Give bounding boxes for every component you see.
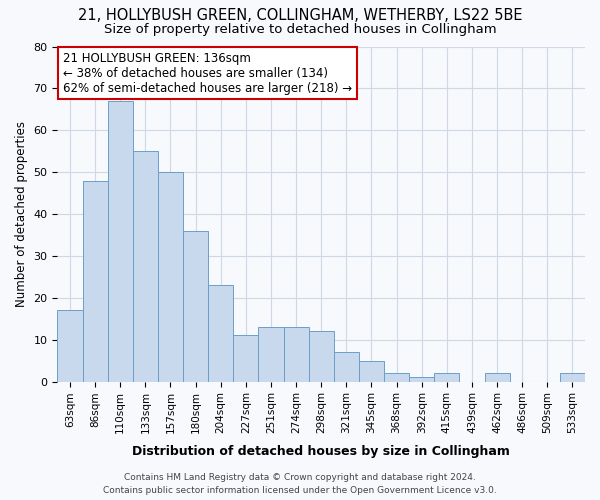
Bar <box>158 172 183 382</box>
Bar <box>58 310 83 382</box>
Bar <box>308 332 334 382</box>
Text: 21 HOLLYBUSH GREEN: 136sqm
← 38% of detached houses are smaller (134)
62% of sem: 21 HOLLYBUSH GREEN: 136sqm ← 38% of deta… <box>62 52 352 94</box>
Bar <box>485 373 509 382</box>
Bar <box>259 327 284 382</box>
Text: Size of property relative to detached houses in Collingham: Size of property relative to detached ho… <box>104 22 496 36</box>
X-axis label: Distribution of detached houses by size in Collingham: Distribution of detached houses by size … <box>132 444 510 458</box>
Bar <box>233 336 259 382</box>
Bar <box>83 180 107 382</box>
Bar <box>560 373 585 382</box>
Bar <box>334 352 359 382</box>
Bar <box>133 151 158 382</box>
Bar <box>434 373 460 382</box>
Bar <box>208 285 233 382</box>
Bar <box>359 360 384 382</box>
Bar <box>284 327 308 382</box>
Y-axis label: Number of detached properties: Number of detached properties <box>15 121 28 307</box>
Bar <box>107 101 133 382</box>
Text: Contains HM Land Registry data © Crown copyright and database right 2024.
Contai: Contains HM Land Registry data © Crown c… <box>103 474 497 495</box>
Text: 21, HOLLYBUSH GREEN, COLLINGHAM, WETHERBY, LS22 5BE: 21, HOLLYBUSH GREEN, COLLINGHAM, WETHERB… <box>78 8 522 22</box>
Bar <box>183 231 208 382</box>
Bar <box>384 373 409 382</box>
Bar <box>409 378 434 382</box>
